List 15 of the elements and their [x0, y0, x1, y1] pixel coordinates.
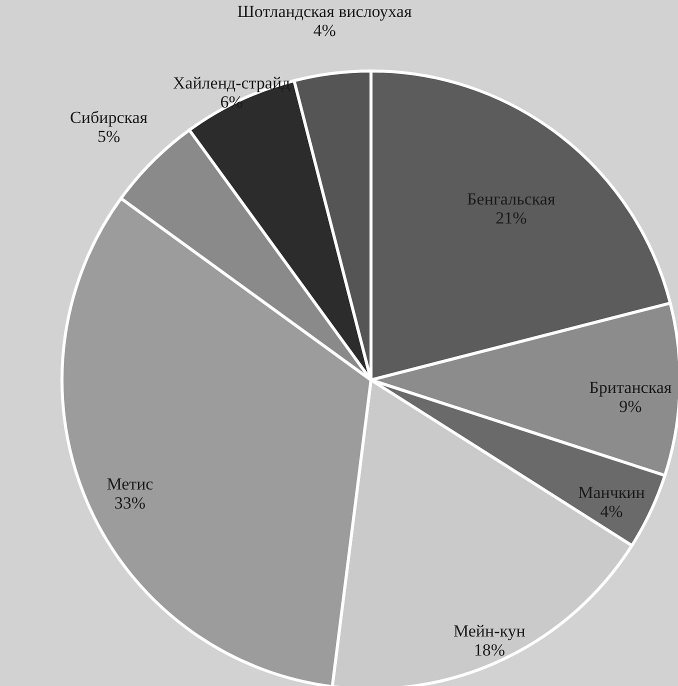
data-label: 18% [474, 640, 505, 660]
data-label: 6% [220, 92, 243, 112]
slice-label: Сибирская [70, 108, 148, 127]
data-label: 21% [496, 208, 527, 228]
slice-label: Манчкин [578, 483, 645, 502]
data-label: 33% [114, 493, 146, 512]
data-label: 9% [619, 397, 642, 416]
data-label: 4% [600, 502, 623, 522]
slice-label: Метис [106, 474, 154, 494]
slice-label: Бенгальская [467, 189, 556, 208]
data-label: 4% [313, 21, 336, 40]
slice-label: Шотландская вислоухая [237, 2, 412, 22]
slice-label: Мейн-кун [453, 622, 526, 641]
slice-label: Британская [589, 378, 672, 398]
data-label: 5% [97, 126, 120, 146]
